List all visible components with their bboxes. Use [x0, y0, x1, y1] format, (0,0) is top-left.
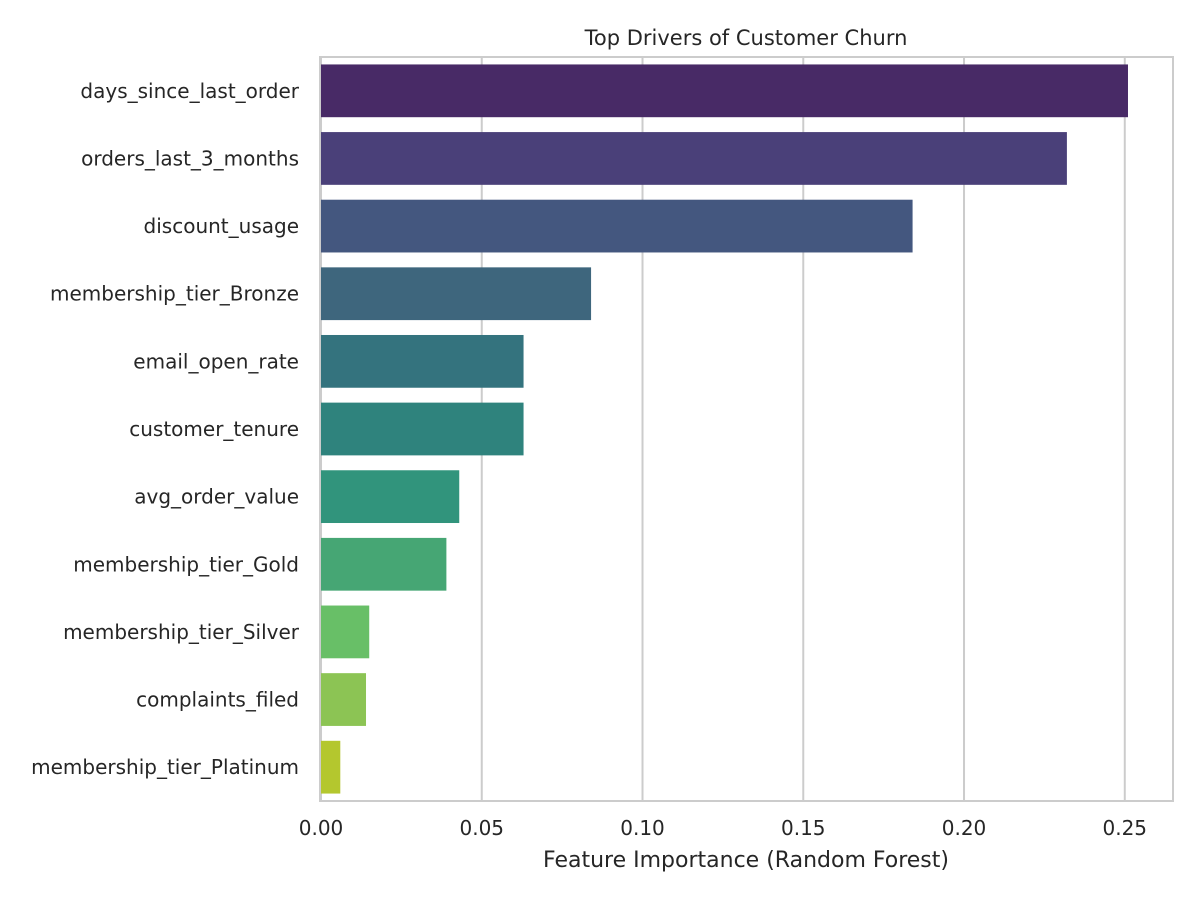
- bar-email-open-rate: [321, 334, 524, 388]
- x-tick-labels: 0.00 0.05 0.10 0.15 0.20 0.25: [299, 816, 1147, 840]
- x-tick-label: 0.15: [781, 816, 826, 840]
- category-label: customer_tenure: [129, 417, 299, 441]
- bar-complaints-filed: [321, 673, 367, 726]
- chart-title: Top Drivers of Customer Churn: [584, 26, 908, 50]
- x-tick-label: 0.05: [459, 816, 504, 840]
- category-label: avg_order_value: [134, 485, 299, 509]
- category-label: discount_usage: [144, 214, 299, 238]
- x-tick-label: 0.10: [620, 816, 665, 840]
- category-label: email_open_rate: [133, 349, 299, 373]
- bar-membership-tier-platinum: [321, 740, 341, 794]
- x-tick-label: 0.00: [299, 816, 344, 840]
- bars: [321, 64, 1128, 794]
- x-axis-title: Feature Importance (Random Forest): [543, 848, 949, 873]
- bar-avg-order-value: [321, 470, 460, 524]
- bar-orders-last-3-months: [321, 132, 1067, 185]
- x-tick-label: 0.25: [1103, 816, 1148, 840]
- bar-customer-tenure: [321, 402, 524, 456]
- bar-days-since-last-order: [321, 64, 1128, 118]
- category-label: days_since_last_order: [80, 79, 299, 103]
- category-label: membership_tier_Platinum: [31, 755, 299, 779]
- bar-discount-usage: [321, 199, 913, 253]
- bar-membership-tier-silver: [321, 605, 370, 659]
- bar-membership-tier-gold: [321, 537, 447, 591]
- category-labels: days_since_last_order orders_last_3_month…: [31, 79, 300, 779]
- plot-frame: [319, 56, 1174, 802]
- category-label: complaints_filed: [136, 688, 299, 712]
- category-label: membership_tier_Silver: [63, 620, 300, 644]
- category-label: membership_tier_Bronze: [50, 282, 299, 306]
- x-tick-label: 0.20: [942, 816, 987, 840]
- category-label: orders_last_3_months: [81, 146, 299, 170]
- bar-membership-tier-bronze: [321, 267, 592, 321]
- category-label: membership_tier_Gold: [73, 552, 299, 576]
